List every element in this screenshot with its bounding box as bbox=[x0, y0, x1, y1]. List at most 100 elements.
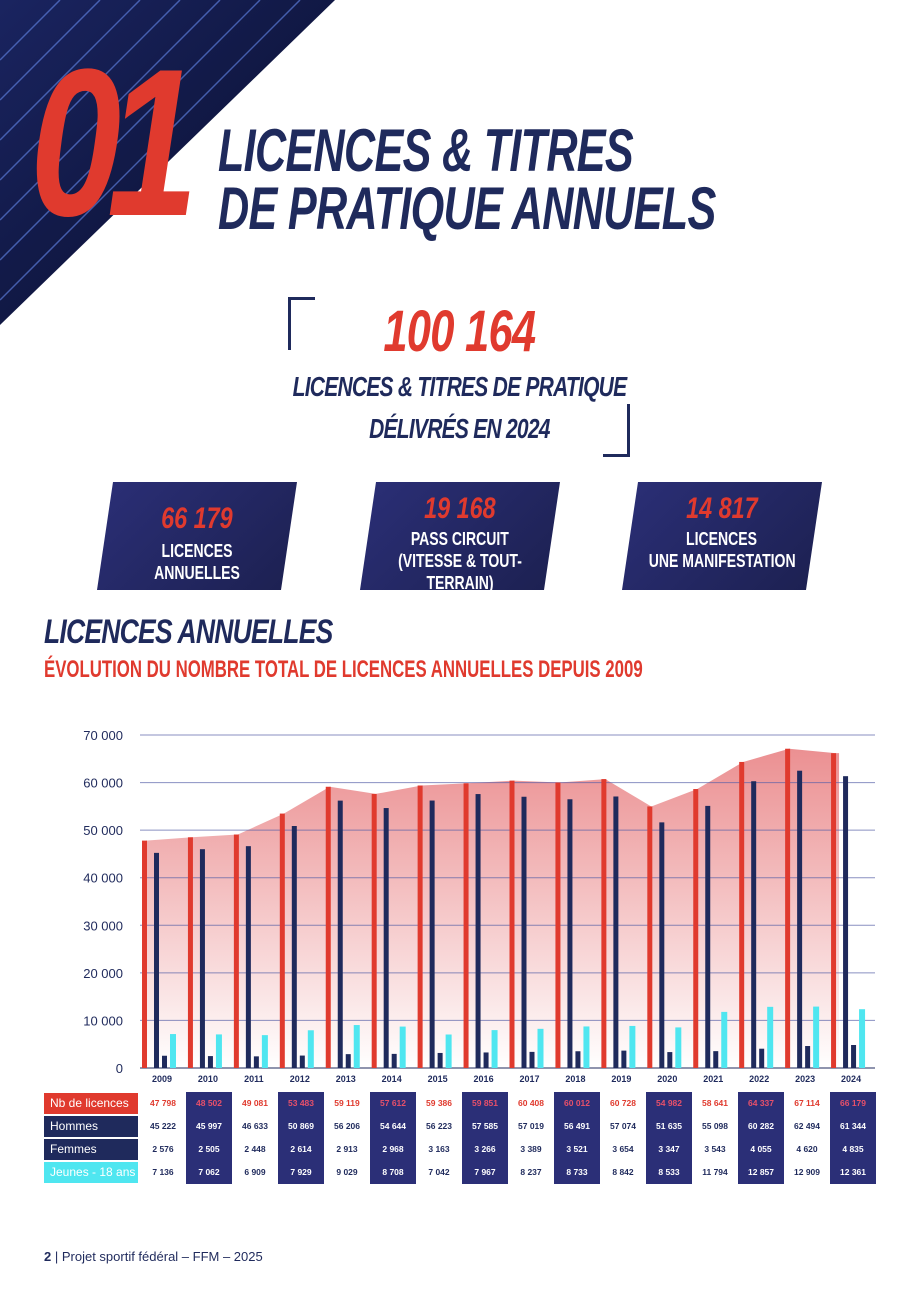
table-cell: 49 081 bbox=[242, 1098, 268, 1108]
table-cell: 12 361 bbox=[830, 1161, 876, 1184]
y-tick-label: 70 000 bbox=[83, 728, 123, 743]
bar-total bbox=[555, 782, 561, 1068]
table-cell: 11 794 bbox=[702, 1167, 728, 1177]
bar-jeunes bbox=[445, 1034, 452, 1068]
bar-hommes bbox=[521, 796, 527, 1068]
x-tick-label: 2016 bbox=[474, 1074, 494, 1084]
x-tick-label: 2013 bbox=[336, 1074, 356, 1084]
bar-hommes bbox=[337, 800, 343, 1068]
page-title: LICENCES & TITRES DE PRATIQUE ANNUELS bbox=[218, 117, 716, 239]
bar-total bbox=[233, 834, 239, 1068]
table-cell: 53 483 bbox=[278, 1092, 324, 1115]
section-title: LICENCES ANNUELLES bbox=[44, 613, 333, 651]
footer-text: | Projet sportif fédéral – FFM – 2025 bbox=[54, 1249, 263, 1264]
table-cell: 67 114 bbox=[794, 1098, 820, 1108]
table-cell: 4 620 bbox=[796, 1144, 818, 1154]
table-cell: 60 012 bbox=[554, 1092, 600, 1115]
total-area bbox=[146, 748, 840, 1068]
bar-femmes bbox=[207, 1056, 213, 1068]
table-cell: 12 909 bbox=[794, 1167, 820, 1177]
table-cell: 57 612 bbox=[370, 1092, 416, 1115]
bar-total bbox=[739, 761, 745, 1068]
table-row-label: Femmes bbox=[44, 1139, 138, 1160]
bar-total bbox=[509, 780, 515, 1068]
y-tick-label: 10 000 bbox=[83, 1013, 123, 1028]
hero-label: LICENCES & TITRES DE PRATIQUE DÉLIVRÉS E… bbox=[0, 366, 919, 450]
table-cell: 12 857 bbox=[738, 1161, 784, 1184]
table-cell: 8 237 bbox=[520, 1167, 542, 1177]
table-cell: 8 533 bbox=[646, 1161, 692, 1184]
bar-hommes bbox=[843, 776, 849, 1068]
table-cell: 57 074 bbox=[610, 1121, 636, 1131]
table-cell: 54 982 bbox=[646, 1092, 692, 1115]
table-cell: 3 543 bbox=[704, 1144, 726, 1154]
bar-jeunes bbox=[537, 1028, 544, 1068]
x-tick-label: 2019 bbox=[611, 1074, 631, 1084]
x-tick-label: 2010 bbox=[198, 1074, 218, 1084]
y-tick-label: 30 000 bbox=[83, 918, 123, 933]
bar-femmes bbox=[529, 1051, 535, 1068]
table-cell: 3 163 bbox=[428, 1144, 450, 1154]
x-tick-label: 2015 bbox=[428, 1074, 448, 1084]
table-cell: 66 179 bbox=[830, 1092, 876, 1115]
x-tick-label: 2018 bbox=[565, 1074, 585, 1084]
table-cell: 62 494 bbox=[794, 1121, 820, 1131]
bar-femmes bbox=[483, 1052, 489, 1068]
table-cell: 47 798 bbox=[150, 1098, 176, 1108]
bar-total bbox=[831, 753, 837, 1068]
bar-femmes bbox=[299, 1055, 305, 1068]
table-cell: 7 929 bbox=[278, 1161, 324, 1184]
page-number: 2 bbox=[44, 1249, 52, 1264]
bar-hommes bbox=[705, 805, 711, 1068]
bar-total bbox=[371, 793, 377, 1068]
table-cell: 2 968 bbox=[370, 1138, 416, 1161]
bracket-bottom-right bbox=[603, 404, 630, 457]
table-cell: 2 576 bbox=[152, 1144, 174, 1154]
stat-label-text: LICENCES ANNUELLES bbox=[154, 541, 240, 583]
bar-femmes bbox=[667, 1052, 673, 1068]
table-cell: 8 708 bbox=[370, 1161, 416, 1184]
stat-card-value: 19 168 bbox=[360, 492, 560, 526]
bar-total bbox=[279, 813, 285, 1068]
table-cell: 58 641 bbox=[702, 1098, 728, 1108]
bar-femmes bbox=[253, 1056, 259, 1068]
table-cell: 56 206 bbox=[334, 1121, 360, 1131]
bar-jeunes bbox=[491, 1030, 498, 1068]
x-tick-label: 2017 bbox=[519, 1074, 539, 1084]
bar-total bbox=[785, 748, 791, 1068]
table-cell: 61 344 bbox=[830, 1115, 876, 1138]
bar-jeunes bbox=[215, 1034, 222, 1068]
table-cell: 45 222 bbox=[150, 1121, 176, 1131]
stat-label-text-2: UNE MANIFESTATION bbox=[648, 551, 796, 571]
bar-total bbox=[463, 783, 469, 1068]
stat-card-background bbox=[97, 482, 297, 590]
section-number: 01 bbox=[30, 25, 198, 260]
x-tick-label: 2012 bbox=[290, 1074, 310, 1084]
page-title-line-1: LICENCES & TITRES bbox=[218, 117, 634, 184]
x-tick-label: 2023 bbox=[795, 1074, 815, 1084]
bar-hommes bbox=[475, 794, 481, 1068]
bar-hommes bbox=[567, 799, 573, 1068]
table-cell: 2 505 bbox=[186, 1138, 232, 1161]
stat-card-label: LICENCES ANNUELLES bbox=[97, 540, 297, 584]
table-cell: 2 448 bbox=[244, 1144, 266, 1154]
hero-label-line-2: DÉLIVRÉS EN 2024 bbox=[369, 413, 550, 444]
stat-card-pass-circuit: 19 168 PASS CIRCUIT (VITESSE & TOUT-TERR… bbox=[360, 482, 560, 593]
bar-hommes bbox=[154, 852, 159, 1068]
bar-hommes bbox=[291, 826, 297, 1068]
table-cell: 7 136 bbox=[152, 1167, 174, 1177]
bar-jeunes bbox=[261, 1035, 268, 1068]
stat-card-value: 14 817 bbox=[622, 492, 822, 526]
table-cell: 57 585 bbox=[462, 1115, 508, 1138]
y-tick-label: 20 000 bbox=[83, 966, 123, 981]
table-cell: 2 614 bbox=[278, 1138, 324, 1161]
stat-card-background bbox=[622, 482, 822, 590]
bar-hommes bbox=[245, 846, 251, 1068]
table-cell: 3 389 bbox=[520, 1144, 542, 1154]
stat-card-label: PASS CIRCUIT (VITESSE & TOUT-TERRAIN) bbox=[360, 528, 560, 594]
table-cell: 60 728 bbox=[610, 1098, 636, 1108]
bar-hommes bbox=[659, 822, 665, 1068]
x-tick-label: 2021 bbox=[703, 1074, 723, 1084]
bar-femmes bbox=[391, 1053, 397, 1068]
table-cell: 3 654 bbox=[612, 1144, 634, 1154]
